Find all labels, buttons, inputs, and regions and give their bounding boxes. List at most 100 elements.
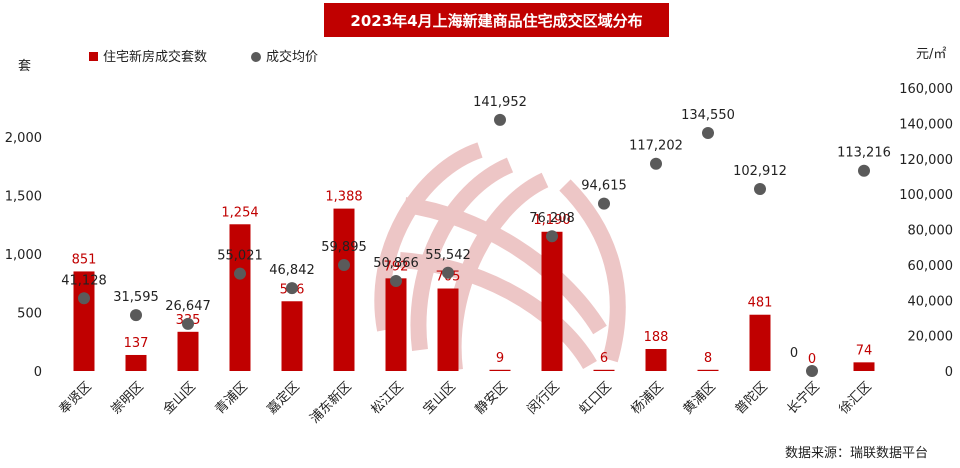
price-point-13 [702,127,714,140]
price-value-label: 55,021 [217,249,263,264]
bar-value-label: 1,254 [221,205,258,220]
price-value-label: 76,208 [529,211,575,226]
legend-dot-swatch [251,52,261,62]
price-value-label: 113,216 [837,146,891,161]
price-point-16 [858,164,870,177]
bar-5 [281,301,303,371]
bar-value-label: 137 [124,336,149,351]
bar-value-label: 9 [496,351,504,366]
bar-14 [749,314,771,371]
price-value-label: 59,895 [321,240,367,255]
price-value-label: 46,842 [269,263,315,278]
x-category-label: 金山区 [160,379,199,418]
x-category-label: 闵行区 [525,379,563,417]
x-category-label: 普陀区 [732,379,771,418]
bar-4 [229,224,251,371]
bar-value-label: 851 [72,252,97,267]
x-category-label: 崇明区 [109,379,147,417]
x-category-label: 奉贤区 [57,379,95,417]
y-left-tick-label: 0 [34,365,42,380]
x-category-label: 虹口区 [577,379,615,417]
bar-value-label: 1,190 [533,213,570,228]
y-right-tick-label: 20,000 [908,330,954,345]
y-right-tick-label: 100,000 [899,188,953,203]
bar-6 [333,208,355,371]
y-left-axis-label: 套 [18,58,31,74]
price-value-label: 94,615 [581,179,627,194]
bar-value-label: 792 [384,259,409,274]
bar-value-label: 188 [644,330,669,345]
price-point-8 [442,266,454,279]
bar-value-label: 0 [808,352,816,367]
price-value-label: 117,202 [629,139,683,154]
bar-12 [645,349,667,371]
x-category-label: 松江区 [369,379,407,417]
y-right-tick-label: 0 [945,365,953,380]
bar-value-label: 8 [704,351,712,366]
price-point-11 [598,197,610,210]
legend-bar-swatch [89,52,98,61]
y-left-tick-label: 500 [17,307,42,322]
price-value-label: 55,542 [425,248,471,263]
y-left-tick-label: 1,500 [5,190,42,205]
bar-value-label: 74 [856,343,873,358]
price-point-14 [754,182,766,195]
y-right-axis-label: 元/㎡ [916,47,946,62]
price-point-2 [130,309,142,322]
bar-value-label: 1,388 [325,190,362,205]
legend-dot-label: 成交均价 [266,49,318,65]
price-value-label: 141,952 [473,95,527,110]
y-right-tick-label: 40,000 [908,294,954,309]
x-category-labels: 奉贤区 崇明区 金山区 青浦区 嘉定区 浦东新区 松江区 宝山区 静安区 闵行区 虹口区 杨浦区 黄浦区… [57,379,875,427]
bar-10 [541,231,563,371]
bar-value-labels: 8511373351,2545961,38879270591,190618884… [72,190,873,367]
x-category-label: 静安区 [473,379,511,417]
price-point-9 [494,113,506,126]
y-left-tick-label: 1,000 [5,248,42,263]
price-point-6 [338,259,350,272]
x-category-label: 徐汇区 [837,379,875,417]
price-point-15 [806,365,818,377]
y-left-ticks: 0 500 1,000 1,500 2,000 [5,131,42,380]
price-value-labels: 41,128 31,595 26,647 55,021 46,842 59,895 50,8… [61,95,891,361]
y-right-tick-label: 80,000 [908,224,954,239]
price-value-label: 41,128 [61,273,107,288]
bar-13 [697,369,719,371]
price-point-7 [390,275,402,288]
legend: 住宅新房成交套数 成交均价 [89,49,318,65]
price-point-1 [78,292,90,305]
y-right-tick-label: 160,000 [899,82,953,97]
x-category-label: 嘉定区 [265,379,303,417]
y-right-tick-label: 120,000 [899,153,953,168]
x-category-label: 青浦区 [213,379,251,417]
price-point-10 [546,230,558,243]
x-category-label: 黄浦区 [681,379,719,417]
x-category-label: 宝山区 [421,379,459,417]
data-source-note: 数据来源：瑞联数据平台 [785,446,928,461]
x-category-label: 杨浦区 [629,379,667,417]
bar-value-label: 481 [748,296,773,311]
price-point-4 [234,267,246,280]
bar-7 [385,278,407,371]
chart-title: 2023年4月上海新建商品住宅成交区域分布 [324,3,669,37]
x-category-label: 长宁区 [784,379,823,418]
bar-3 [177,331,199,371]
legend-bar-label: 住宅新房成交套数 [103,49,207,65]
y-right-tick-label: 60,000 [908,259,954,274]
bar-11 [593,369,615,371]
bar-9 [489,369,511,371]
price-value-label: 134,550 [681,108,735,123]
price-value-label: 50,866 [373,256,419,271]
price-value-label: 102,912 [733,164,787,179]
price-series [78,113,870,377]
y-right-tick-label: 140,000 [899,117,953,132]
x-category-label: 浦东新区 [307,379,355,427]
bar-16 [853,362,875,371]
bar-2 [125,354,147,371]
price-value-label: 0 [790,346,798,361]
price-point-12 [650,157,662,170]
price-value-label: 26,647 [165,299,211,314]
price-point-3 [182,317,194,330]
